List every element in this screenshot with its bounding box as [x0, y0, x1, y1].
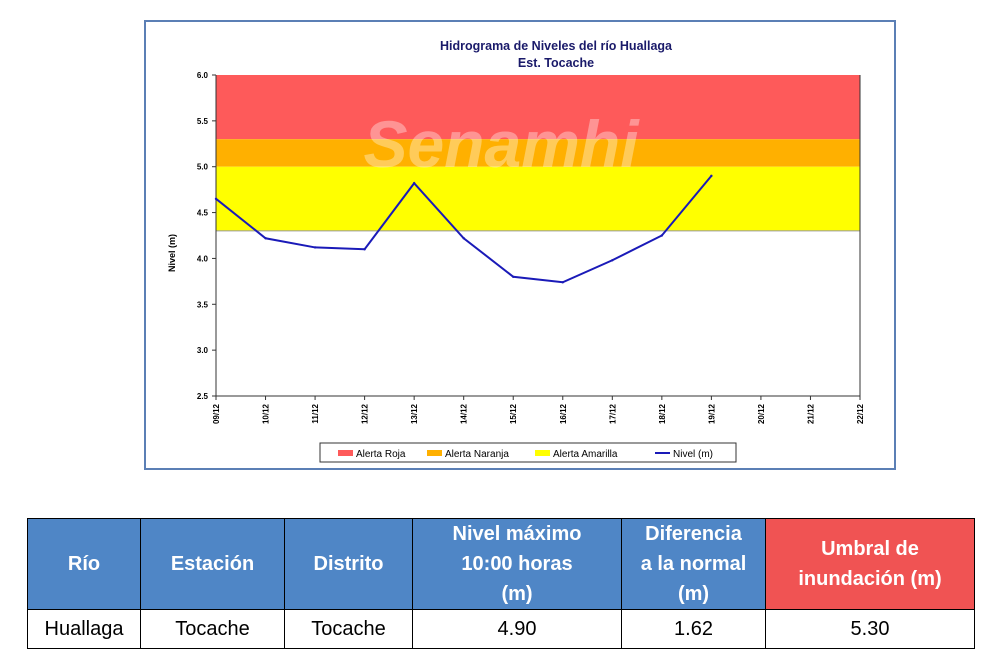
data-point [313, 246, 317, 249]
x-tick-label: 10/12 [262, 403, 271, 424]
cell-diferencia-normal: 1.62 [621, 609, 766, 649]
chart-subtitle: Est. Tocache [518, 56, 594, 70]
legend-swatch [427, 450, 442, 456]
header-diferencia-normal: Diferencia a la normal (m) [621, 518, 766, 610]
watermark-logo-text: Senamhi [363, 107, 640, 181]
header-rio: Río [27, 518, 141, 610]
hydrograph-chart: Hidrograma de Niveles del río Huallaga E… [144, 20, 896, 470]
band-alerta-roja [216, 75, 860, 140]
y-tick-label: 6.0 [197, 71, 209, 80]
table-row: Huallaga Tocache Tocache 4.90 1.62 5.30 [27, 609, 975, 649]
data-point [462, 237, 465, 240]
data-point [660, 234, 664, 237]
y-tick-label: 3.5 [197, 300, 209, 309]
y-axis-label: Nivel (m) [167, 234, 177, 272]
y-tick-label: 4.0 [197, 254, 209, 263]
cell-estacion: Tocache [140, 609, 285, 649]
x-tick-label: 20/12 [757, 403, 766, 424]
band-alerta-amarilla [216, 166, 860, 231]
data-point [214, 197, 218, 201]
cell-rio: Huallaga [27, 609, 141, 649]
cell-umbral-inundacion: 5.30 [765, 609, 975, 649]
data-point [512, 275, 515, 278]
river-level-table: Río Estación Distrito Nivel máximo 10:00… [27, 518, 975, 649]
header-estacion: Estación [140, 518, 285, 610]
x-tick-label: 11/12 [311, 403, 320, 423]
header-nivel-maximo: Nivel máximo 10:00 horas (m) [412, 518, 622, 610]
x-tick-label: 22/12 [856, 403, 865, 424]
header-distrito: Distrito [284, 518, 413, 610]
x-tick-label: 16/12 [559, 403, 568, 424]
data-point [363, 248, 366, 251]
legend-label: Alerta Amarilla [553, 449, 618, 460]
y-tick-label: 2.5 [197, 392, 209, 401]
x-tick-label: 12/12 [361, 403, 370, 424]
y-tick-label: 3.0 [197, 346, 209, 355]
data-point [611, 259, 614, 262]
chart-series [214, 174, 713, 284]
x-tick-label: 15/12 [509, 403, 518, 424]
x-tick-label: 13/12 [410, 403, 419, 424]
y-tick-label: 4.5 [197, 209, 209, 218]
cell-distrito: Tocache [284, 609, 413, 649]
chart-axes: 2.5 3.0 3.5 4.0 4.5 5.0 5.5 6.0 09/12 10/12 11/12 1… [197, 71, 865, 424]
header-umbral-inundacion: Umbral de inundación (m) [765, 518, 975, 610]
y-tick-label: 5.5 [197, 117, 209, 126]
data-point [710, 174, 713, 178]
legend-box [319, 442, 737, 463]
legend-swatch [338, 450, 353, 456]
x-tick-label: 09/12 [212, 403, 221, 424]
data-point [264, 237, 267, 240]
alert-bands [216, 75, 860, 232]
chart-title: Hidrograma de Niveles del río Huallaga [440, 39, 673, 53]
legend-label: Alerta Roja [356, 449, 406, 460]
x-tick-label: 14/12 [460, 403, 469, 424]
x-tick-label: 17/12 [608, 403, 617, 424]
legend-label: Nivel (m) [673, 449, 713, 460]
legend-label: Alerta Naranja [445, 449, 509, 460]
legend-swatch [535, 450, 550, 456]
chart-canvas: Hidrograma de Niveles del río Huallaga E… [167, 39, 865, 463]
data-point [561, 281, 564, 284]
data-point [412, 182, 416, 185]
table-header-row: Río Estación Distrito Nivel máximo 10:00… [27, 518, 975, 610]
cell-nivel-maximo: 4.90 [412, 609, 622, 649]
band-alerta-naranja [216, 139, 860, 167]
x-tick-label: 21/12 [806, 403, 815, 424]
x-tick-label: 18/12 [658, 403, 667, 424]
y-tick-label: 5.0 [197, 163, 209, 172]
chart-legend: Alerta Roja Alerta Naranja Alerta Amarilla… [319, 442, 737, 463]
x-tick-label: 19/12 [707, 403, 716, 424]
